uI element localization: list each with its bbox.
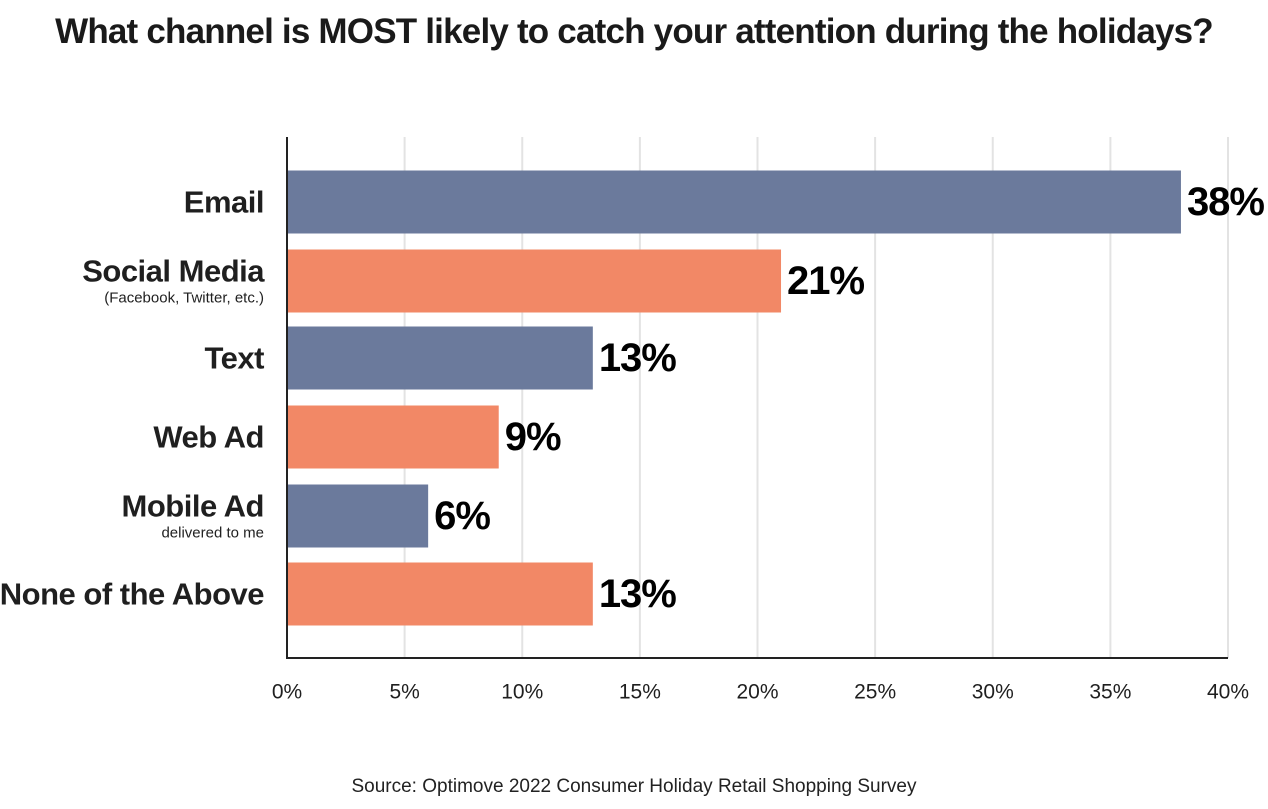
x-tick-label-0: 0% (272, 681, 302, 704)
bar-1 (287, 249, 782, 313)
x-tick-label-20: 20% (736, 681, 778, 704)
x-tick-labels: 0% 5% 10% 15% 20% 25% 30% 35% 40% (272, 681, 1249, 704)
category-label-5: None of the Above (0, 577, 264, 612)
x-tick-label-35: 35% (1089, 681, 1131, 704)
bar-3 (287, 405, 499, 469)
bar-0 (287, 170, 1181, 234)
bar-4 (287, 484, 429, 548)
value-label-5: 13% (599, 572, 676, 616)
bar-2 (287, 326, 593, 390)
value-label-4: 6% (434, 494, 490, 538)
x-tick-label-40: 40% (1207, 681, 1249, 704)
category-label-1: Social Media (82, 254, 265, 289)
x-tick-label-15: 15% (619, 681, 661, 704)
x-tick-label-10: 10% (501, 681, 543, 704)
category-sublabel-1: (Facebook, Twitter, etc.) (104, 290, 264, 307)
source-note: Source: Optimove 2022 Consumer Holiday R… (351, 776, 917, 797)
value-label-1: 21% (787, 259, 864, 303)
category-label-3: Web Ad (153, 420, 264, 455)
x-tick-label-5: 5% (389, 681, 419, 704)
axes (286, 137, 1228, 659)
category-sublabel-4: delivered to me (161, 525, 264, 542)
value-label-3: 9% (505, 415, 561, 459)
chart-title: What channel is MOST likely to catch you… (55, 12, 1214, 51)
value-label-2: 13% (599, 336, 676, 380)
bars (287, 170, 1181, 626)
value-label-0: 38% (1187, 180, 1264, 224)
category-label-2: Text (205, 341, 265, 376)
category-label-0: Email (184, 185, 264, 220)
category-labels: Email Social Media(Facebook, Twitter, etc… (0, 185, 266, 612)
x-tick-label-25: 25% (854, 681, 896, 704)
bar-5 (287, 562, 593, 626)
x-tick-label-30: 30% (972, 681, 1014, 704)
value-labels: 38% 21% 13% 9% 6% 13% (434, 180, 1265, 616)
category-label-4: Mobile Ad (122, 489, 264, 524)
